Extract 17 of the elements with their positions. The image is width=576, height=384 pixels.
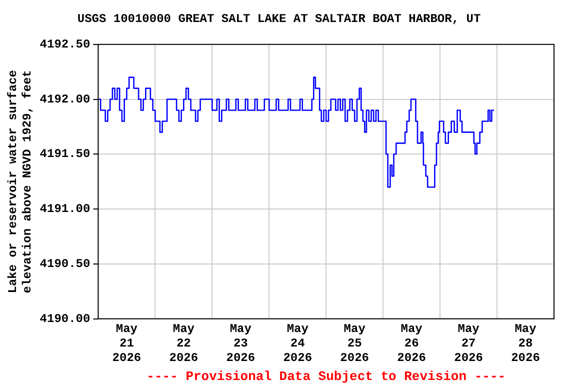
chart-title: USGS 10010000 GREAT SALT LAKE AT SALTAIR BOAT HARBOR, UT (77, 12, 481, 26)
y-tick-label: 4190.00 (40, 312, 90, 326)
text: ---- Provisional Data Subject to Revision ---- (146, 369, 506, 384)
y-tick-label: 4192.50 (40, 37, 90, 52)
x-tick-label: May 26 2026 (397, 322, 426, 365)
y-axis-title: Lake or reservoir water surface elevation above NGVD 1929, feet (6, 70, 35, 294)
y-tick-label: 4191.50 (40, 147, 90, 162)
x-tick-label: May 27 2026 (454, 322, 483, 365)
y-tick-label: 4191.00 (40, 202, 90, 216)
x-tick-label: May 28 2026 (511, 322, 540, 365)
y-tick-label: 4192.00 (40, 92, 90, 106)
y-tick-label: 4190.50 (40, 256, 90, 271)
x-tick-label: May 25 2026 (340, 322, 369, 365)
x-tick-label: May 24 2026 (283, 322, 312, 365)
x-tick-label: May 22 2026 (169, 322, 198, 365)
x-tick-label: May 23 2026 (226, 322, 256, 365)
x-tick-label: May 21 2026 (112, 322, 142, 365)
